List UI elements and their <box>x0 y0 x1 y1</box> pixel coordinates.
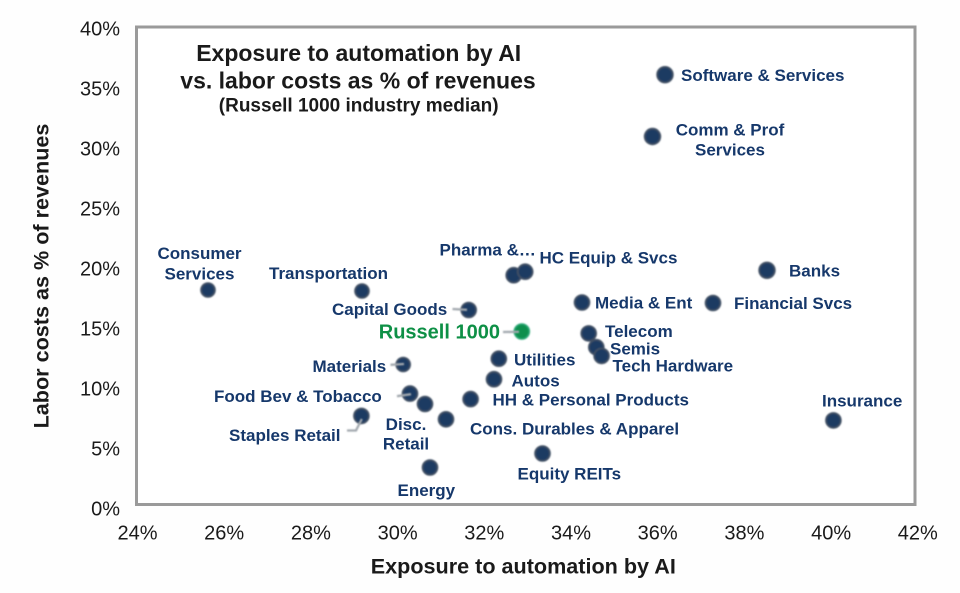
svg-text:Comm & Prof: Comm & Prof <box>676 121 785 140</box>
svg-text:0%: 0% <box>91 499 120 521</box>
svg-text:Media & Ent: Media & Ent <box>595 294 693 313</box>
svg-text:Staples Retail: Staples Retail <box>229 426 341 445</box>
svg-text:Utilities: Utilities <box>514 351 575 370</box>
svg-text:Russell 1000: Russell 1000 <box>379 322 500 344</box>
svg-text:40%: 40% <box>80 19 120 41</box>
svg-text:Exposure to automation by AI: Exposure to automation by AI <box>371 553 676 578</box>
svg-text:Financial Svcs: Financial Svcs <box>734 294 852 313</box>
svg-text:HC Equip & Svcs: HC Equip & Svcs <box>540 249 678 268</box>
svg-text:Transportation: Transportation <box>269 264 388 283</box>
svg-text:38%: 38% <box>724 522 764 544</box>
svg-text:34%: 34% <box>551 522 591 544</box>
svg-text:Disc.: Disc. <box>386 415 427 434</box>
svg-text:Cons. Durables & Apparel: Cons. Durables & Apparel <box>470 420 679 439</box>
svg-text:32%: 32% <box>464 522 504 544</box>
svg-text:Materials: Materials <box>313 357 387 376</box>
svg-text:Exposure to automation by AI: Exposure to automation by AI <box>196 40 521 66</box>
svg-text:Banks: Banks <box>789 262 840 281</box>
svg-text:10%: 10% <box>80 379 120 401</box>
svg-text:Food Bev & Tobacco: Food Bev & Tobacco <box>214 387 382 406</box>
svg-text:30%: 30% <box>80 139 120 161</box>
svg-text:HH & Personal Products: HH & Personal Products <box>493 391 690 410</box>
svg-text:20%: 20% <box>80 259 120 281</box>
svg-text:Software & Services: Software & Services <box>681 66 844 85</box>
svg-text:vs. labor costs as % of revenu: vs. labor costs as % of revenues <box>180 68 535 94</box>
svg-text:Insurance: Insurance <box>822 392 902 411</box>
svg-text:30%: 30% <box>378 522 418 544</box>
svg-text:25%: 25% <box>80 199 120 221</box>
svg-text:26%: 26% <box>204 522 244 544</box>
svg-text:Services: Services <box>695 141 765 160</box>
svg-text:15%: 15% <box>80 319 120 341</box>
svg-text:24%: 24% <box>117 522 157 544</box>
svg-text:40%: 40% <box>811 522 851 544</box>
svg-text:35%: 35% <box>80 79 120 101</box>
svg-text:28%: 28% <box>291 522 331 544</box>
svg-text:Labor costs as % of revenues: Labor costs as % of revenues <box>29 124 54 429</box>
svg-text:Telecom: Telecom <box>605 322 673 341</box>
svg-text:Services: Services <box>165 265 235 284</box>
svg-text:42%: 42% <box>898 522 938 544</box>
svg-text:Autos: Autos <box>512 372 560 391</box>
svg-text:36%: 36% <box>638 522 678 544</box>
svg-text:(Russell 1000 industry median): (Russell 1000 industry median) <box>219 96 499 117</box>
svg-text:Tech Hardware: Tech Hardware <box>613 357 734 376</box>
svg-text:Pharma &…: Pharma &… <box>440 241 536 260</box>
svg-text:Capital Goods: Capital Goods <box>332 300 447 319</box>
svg-text:Consumer: Consumer <box>157 244 241 263</box>
svg-text:Retail: Retail <box>383 435 429 454</box>
svg-text:Equity REITs: Equity REITs <box>518 465 622 484</box>
svg-text:5%: 5% <box>91 439 120 461</box>
svg-text:Energy: Energy <box>398 481 456 500</box>
